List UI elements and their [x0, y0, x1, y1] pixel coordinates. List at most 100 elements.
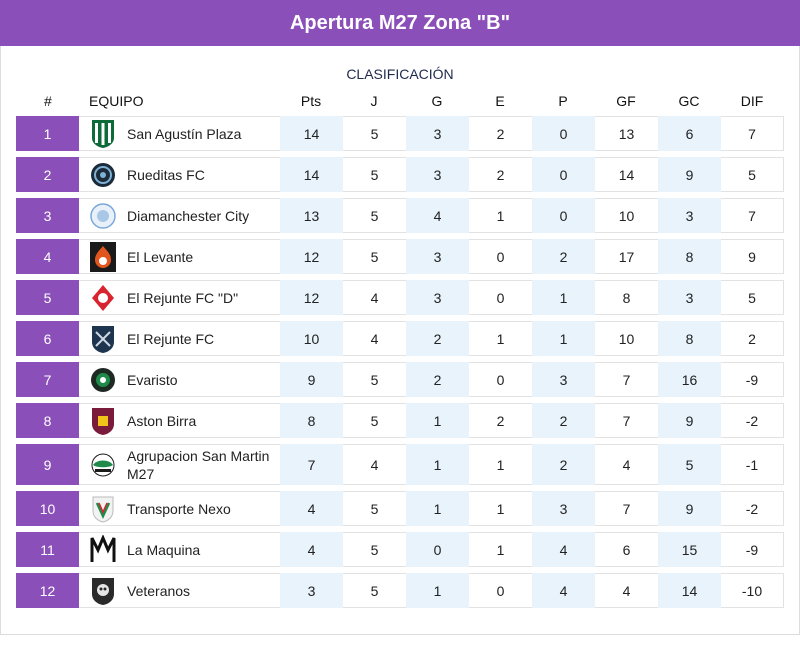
gf-cell: 13 — [595, 116, 658, 151]
j-cell: 5 — [343, 403, 406, 438]
table-row: 4 El Levante 12 5 3 0 2 17 8 9 — [16, 239, 784, 274]
p-cell: 1 — [532, 321, 595, 356]
e-cell: 1 — [469, 321, 532, 356]
g-cell: 2 — [406, 362, 469, 397]
col-header-p: P — [558, 93, 568, 109]
table-row: 3 Diamanchester City 13 5 4 1 0 10 3 7 — [16, 198, 784, 233]
dif-cell: 7 — [721, 198, 784, 233]
col-header-team: EQUIPO — [89, 93, 144, 109]
gc-cell: 6 — [658, 116, 721, 151]
v-shield-icon — [90, 494, 116, 524]
team-name: Aston Birra — [127, 412, 197, 429]
gc-cell: 9 — [658, 403, 721, 438]
round-badge-icon — [90, 160, 116, 190]
dif-cell: -9 — [721, 362, 784, 397]
p-cell: 4 — [532, 573, 595, 608]
gc-cell: 3 — [658, 198, 721, 233]
g-cell: 3 — [406, 280, 469, 315]
table-row: 10 Transporte Nexo 4 5 1 1 3 7 9 -2 — [16, 491, 784, 526]
table-row: 1 San Agustín Plaza 14 5 3 2 0 13 6 7 — [16, 116, 784, 151]
pts-cell: 12 — [280, 239, 343, 274]
table-row: 8 Aston Birra 8 5 1 2 2 7 9 -2 — [16, 403, 784, 438]
j-cell: 4 — [343, 444, 406, 485]
team-name: San Agustín Plaza — [127, 125, 242, 142]
table-row: 5 El Rejunte FC "D" 12 4 3 0 1 8 3 5 — [16, 280, 784, 315]
team-name: El Rejunte FC — [127, 330, 215, 347]
p-cell: 3 — [532, 362, 595, 397]
p-cell: 2 — [532, 239, 595, 274]
p-cell: 2 — [532, 403, 595, 438]
e-cell: 0 — [469, 239, 532, 274]
j-cell: 5 — [343, 532, 406, 567]
striped-shield-icon — [90, 119, 116, 149]
pts-cell: 4 — [280, 491, 343, 526]
dif-cell: -10 — [721, 573, 784, 608]
e-cell: 0 — [469, 280, 532, 315]
pts-cell: 13 — [280, 198, 343, 233]
lion-shield-icon — [90, 406, 116, 436]
j-cell: 5 — [343, 573, 406, 608]
team-cell: San Agustín Plaza — [79, 116, 280, 151]
team-name: Veteranos — [127, 582, 191, 599]
g-cell: 2 — [406, 321, 469, 356]
gf-cell: 4 — [595, 573, 658, 608]
table-row: 11 La Maquina 4 5 0 1 4 6 15 -9 — [16, 532, 784, 567]
team-name: Rueditas FC — [127, 166, 205, 183]
position-cell: 9 — [16, 444, 79, 485]
dif-cell: -2 — [721, 403, 784, 438]
dif-cell: 2 — [721, 321, 784, 356]
g-cell: 3 — [406, 116, 469, 151]
gf-cell: 7 — [595, 491, 658, 526]
table-row: 12 Veteranos 3 5 1 0 4 4 14 -10 — [16, 573, 784, 608]
position-cell: 8 — [16, 403, 79, 438]
position-cell: 10 — [16, 491, 79, 526]
table-row: 2 Rueditas FC 14 5 3 2 0 14 9 5 — [16, 157, 784, 192]
pts-cell: 10 — [280, 321, 343, 356]
j-cell: 4 — [343, 280, 406, 315]
team-name: Transporte Nexo — [127, 500, 231, 517]
g-cell: 0 — [406, 532, 469, 567]
table-row: 6 El Rejunte FC 10 4 2 1 1 10 8 2 — [16, 321, 784, 356]
green-wing-icon — [90, 450, 116, 480]
p-cell: 3 — [532, 491, 595, 526]
pts-cell: 7 — [280, 444, 343, 485]
gf-cell: 14 — [595, 157, 658, 192]
col-header-j: J — [370, 93, 378, 109]
j-cell: 5 — [343, 157, 406, 192]
gc-cell: 14 — [658, 573, 721, 608]
j-cell: 4 — [343, 321, 406, 356]
monogram-icon — [90, 533, 116, 565]
e-cell: 2 — [469, 116, 532, 151]
gf-cell: 10 — [595, 198, 658, 233]
gf-cell: 17 — [595, 239, 658, 274]
team-name: Evaristo — [127, 371, 178, 388]
col-header-e: E — [495, 93, 505, 109]
gc-cell: 16 — [658, 362, 721, 397]
team-cell: El Levante — [79, 239, 280, 274]
j-cell: 5 — [343, 491, 406, 526]
dif-cell: -1 — [721, 444, 784, 485]
gf-cell: 8 — [595, 280, 658, 315]
circle-crest-icon — [90, 201, 116, 231]
dif-cell: 5 — [721, 280, 784, 315]
team-cell: Evaristo — [79, 362, 280, 397]
flame-ball-icon — [90, 241, 116, 272]
gc-cell: 9 — [658, 491, 721, 526]
team-cell: Agrupacion San Martin M27 — [79, 444, 280, 485]
team-name: El Rejunte FC "D" — [127, 289, 239, 306]
dif-cell: 7 — [721, 116, 784, 151]
pts-cell: 3 — [280, 573, 343, 608]
team-cell: La Maquina — [79, 532, 280, 567]
team-cell: El Rejunte FC "D" — [79, 280, 280, 315]
g-cell: 1 — [406, 444, 469, 485]
col-header-pos: # — [44, 93, 52, 109]
position-cell: 6 — [16, 321, 79, 356]
gc-cell: 15 — [658, 532, 721, 567]
e-cell: 1 — [469, 198, 532, 233]
gc-cell: 8 — [658, 321, 721, 356]
position-cell: 12 — [16, 573, 79, 608]
e-cell: 1 — [469, 532, 532, 567]
position-cell: 5 — [16, 280, 79, 315]
gc-cell: 8 — [658, 239, 721, 274]
team-name: La Maquina — [127, 541, 201, 558]
